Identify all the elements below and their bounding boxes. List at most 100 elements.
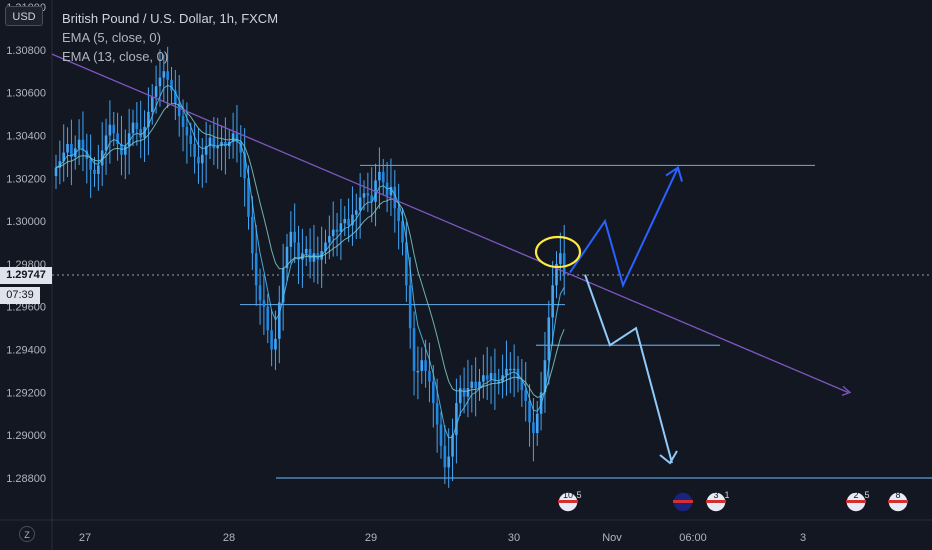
current-price-tag: 1.29747: [0, 267, 52, 284]
candle-body: [512, 368, 516, 371]
candle-body: [451, 435, 454, 457]
x-tick-label: 06:00: [679, 532, 707, 544]
events: 10 5 3 1 2 5 8: [557, 490, 909, 513]
candle-body: [443, 445, 447, 468]
price-axis: 1.310001.308001.306001.304001.302001.300…: [6, 2, 46, 485]
y-tick-label: 1.30800: [6, 45, 46, 57]
candle-body: [293, 231, 296, 243]
candle-body: [70, 144, 73, 157]
candle-body: [312, 253, 316, 262]
candle-body: [509, 368, 512, 371]
candle-body: [251, 216, 254, 254]
candle-body: [366, 193, 370, 196]
candle-body: [424, 360, 427, 371]
time-axis: 27 28 29 30 Nov 06:00 3: [79, 532, 806, 544]
candle-body: [505, 368, 508, 376]
trendline: [51, 53, 849, 393]
flag-stripe: [673, 500, 693, 503]
candle-body: [304, 248, 308, 254]
candle-body: [474, 381, 477, 389]
candle-body: [247, 178, 250, 217]
timezone-icon[interactable]: Z: [19, 526, 35, 542]
candle-body: [401, 221, 404, 243]
candle-body: [420, 360, 424, 371]
currency-badge[interactable]: USD: [5, 6, 43, 26]
event-extra: 5: [864, 490, 869, 500]
candle-body: [528, 400, 531, 423]
candle-body: [62, 152, 65, 162]
candle-body: [270, 330, 273, 350]
candle-body: [470, 381, 474, 389]
y-tick-label: 1.29200: [6, 387, 46, 399]
candle-body: [331, 229, 335, 237]
candle-body: [166, 71, 169, 80]
candle-body: [378, 171, 381, 181]
candle-body: [281, 268, 285, 303]
chart-legend: British Pound / U.S. Dollar, 1h, FXCM EM…: [62, 9, 278, 66]
candle-body: [551, 285, 554, 318]
candle-body: [447, 456, 450, 468]
candle-body: [177, 103, 181, 117]
candle-body: [432, 381, 435, 404]
candle-body: [397, 208, 400, 222]
event-label: 2: [853, 490, 858, 500]
candle-body: [482, 375, 485, 382]
candle-body: [562, 253, 566, 275]
highlight-circle: [534, 235, 582, 269]
flag-stripe: [888, 500, 908, 503]
candle-body: [351, 214, 354, 226]
candle-body: [381, 171, 385, 183]
candle-body: [224, 141, 227, 147]
candle-body: [285, 246, 289, 269]
candle-body: [100, 150, 104, 166]
countdown-tag: 07:39: [0, 287, 40, 304]
candle-body: [170, 79, 173, 91]
candle-body: [208, 137, 212, 147]
candle-body: [181, 116, 185, 127]
projection-down-arrowhead: [659, 450, 678, 465]
candle-body: [189, 135, 193, 145]
candle-body: [466, 388, 470, 397]
candle-body: [274, 338, 277, 350]
candle-body: [405, 242, 408, 286]
candle-body: [73, 148, 77, 157]
candle-body: [124, 146, 127, 155]
candle-body: [339, 223, 343, 232]
event-extra: 5: [576, 490, 581, 500]
candle-body: [135, 122, 139, 130]
candle-body: [104, 135, 108, 151]
candle-body: [216, 146, 219, 149]
candle-body: [77, 139, 81, 149]
event-label: 8: [895, 490, 900, 500]
candle-body: [112, 124, 116, 134]
ema-slow-label[interactable]: EMA (13, close, 0): [62, 49, 169, 64]
candle-body: [231, 133, 235, 142]
candle-body: [204, 146, 208, 155]
candle-body: [416, 370, 420, 373]
x-tick-label: 3: [800, 532, 806, 544]
candle-body: [335, 229, 339, 232]
projection-up-arrowhead: [665, 165, 683, 182]
candle-body: [262, 300, 266, 307]
event-marker: 10 5: [557, 490, 582, 513]
candle-body: [131, 122, 135, 134]
candle-body: [266, 306, 270, 331]
candle-body: [185, 126, 189, 136]
y-tick-label: 1.29400: [6, 345, 46, 357]
candle-body: [254, 253, 258, 286]
candle-body: [547, 317, 551, 361]
candle-body: [289, 231, 293, 247]
candle-body: [493, 373, 497, 382]
candle-body: [93, 169, 96, 174]
ema-fast-label[interactable]: EMA (5, close, 0): [62, 30, 161, 45]
candle-body: [393, 186, 397, 209]
event-extra: 1: [724, 490, 729, 500]
symbol-title[interactable]: British Pound / U.S. Dollar, 1h, FXCM: [62, 11, 279, 26]
candle-body: [201, 154, 204, 164]
candle-body: [193, 144, 196, 157]
candle-body: [297, 242, 300, 260]
candle-body: [455, 403, 458, 436]
candle-body: [127, 133, 131, 147]
